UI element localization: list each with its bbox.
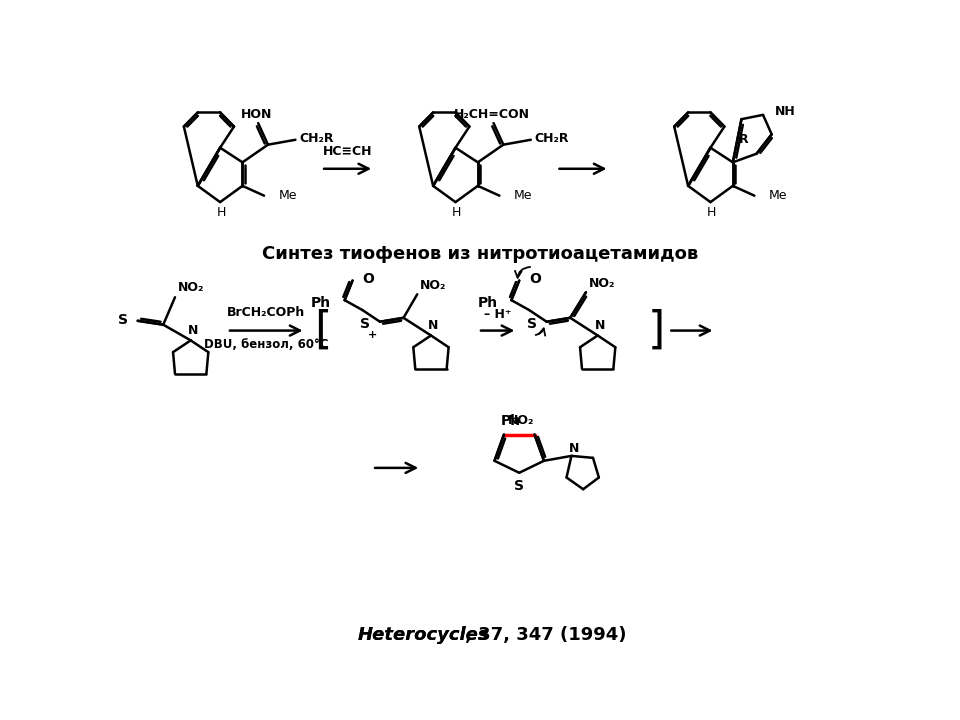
Text: Синтез тиофенов из нитротиоацетамидов: Синтез тиофенов из нитротиоацетамидов — [262, 245, 698, 263]
Text: Ph: Ph — [501, 414, 520, 428]
Text: Me: Me — [278, 189, 298, 202]
Text: R: R — [739, 133, 749, 146]
Text: – H⁺: – H⁺ — [484, 308, 512, 321]
Text: S: S — [118, 312, 128, 327]
Text: CH₂R: CH₂R — [300, 132, 334, 145]
Text: Heterocycles: Heterocycles — [357, 626, 489, 644]
Text: S: S — [360, 317, 371, 330]
Text: NO₂: NO₂ — [178, 281, 204, 294]
Text: Ph: Ph — [477, 296, 497, 310]
Text: N: N — [428, 319, 438, 332]
Text: HC≡CH: HC≡CH — [323, 145, 372, 158]
Text: +: + — [368, 330, 376, 341]
Text: Heterocycles: Heterocycles — [357, 626, 489, 644]
Text: S: S — [515, 479, 524, 492]
Text: S: S — [527, 317, 537, 330]
Text: CH₂R: CH₂R — [535, 132, 569, 145]
Text: , 37, 347 (1994): , 37, 347 (1994) — [466, 626, 627, 644]
Text: Me: Me — [515, 189, 533, 202]
Text: O: O — [362, 271, 374, 286]
Text: HON: HON — [241, 108, 272, 121]
Text: O: O — [529, 271, 540, 286]
Text: ]: ] — [648, 309, 665, 352]
Text: NO₂: NO₂ — [508, 414, 534, 427]
Text: Ph: Ph — [311, 296, 331, 310]
Text: NO₂: NO₂ — [420, 279, 446, 292]
Text: NH: NH — [775, 105, 796, 118]
Text: Me: Me — [769, 189, 787, 202]
Text: BrCH₂COPh: BrCH₂COPh — [228, 307, 305, 320]
Text: N: N — [594, 319, 605, 332]
Text: H₂CH=CON: H₂CH=CON — [454, 108, 530, 121]
Text: N: N — [187, 324, 198, 337]
Text: [: [ — [314, 309, 332, 352]
Text: DBU, бензол, 60°C: DBU, бензол, 60°C — [204, 338, 328, 351]
Text: H: H — [452, 207, 461, 220]
Text: H: H — [216, 207, 226, 220]
Text: NO₂: NO₂ — [588, 277, 615, 290]
Text: H: H — [707, 207, 716, 220]
Text: N: N — [569, 441, 580, 454]
